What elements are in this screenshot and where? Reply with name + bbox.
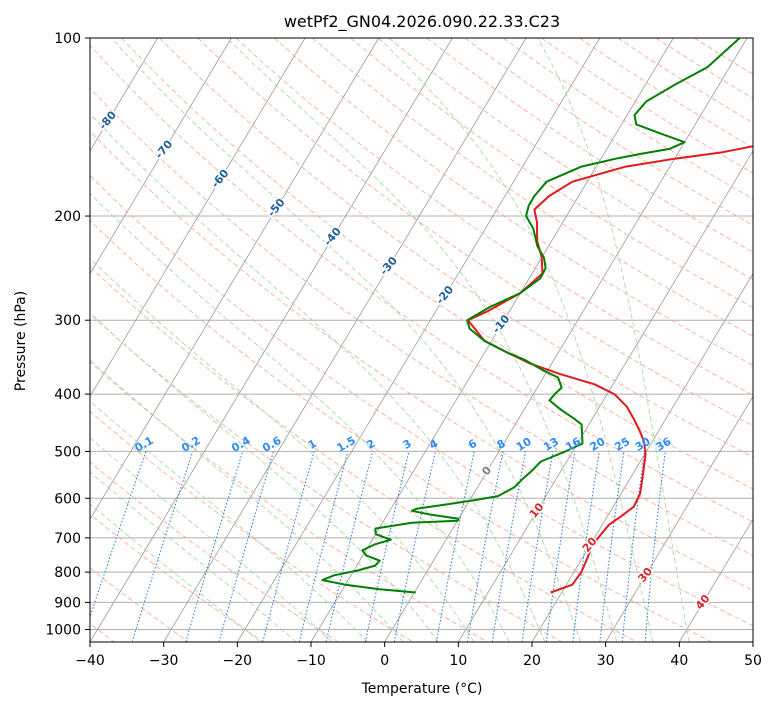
moist-adiabat-line (90, 113, 546, 642)
dry-adiabat-line (90, 266, 638, 642)
chart-title: wetPf2_GN04.2026.090.22.33.C23 (284, 12, 560, 32)
isotherm-line (163, 38, 527, 642)
x-tick-label: 30 (597, 653, 615, 669)
y-tick-label: 600 (54, 491, 81, 507)
moist-adiabat-line (226, 38, 618, 642)
x-tick-label: −30 (149, 653, 179, 669)
y-tick-label: 400 (54, 387, 81, 403)
isotherm-line (236, 38, 601, 642)
y-tick-label: 100 (54, 31, 81, 47)
x-axis-title: Temperature (°C) (361, 681, 483, 697)
moist-adiabat-line (90, 359, 404, 642)
x-tick-label: 40 (670, 653, 688, 669)
isotherm-line (678, 518, 753, 642)
dry-adiabat-line (121, 38, 753, 490)
mixing-ratio-line (393, 451, 436, 642)
dry-adiabat-line (90, 513, 264, 642)
x-tick-label: 20 (523, 653, 541, 669)
x-tick-label: −20 (223, 653, 253, 669)
x-tick-label: 10 (449, 653, 467, 669)
isotherm-line (90, 38, 380, 520)
isotherm-line (90, 38, 453, 642)
dry-adiabat-line (90, 220, 712, 642)
isotherm-line (605, 395, 753, 642)
x-axis: −40 −30 −20 −10 0 10 20 30 40 50 (75, 642, 762, 669)
isotherm-line (90, 38, 159, 152)
y-tick-label: 800 (54, 565, 81, 581)
dry-adiabat-line (90, 361, 488, 642)
dry-adiabat-line (90, 175, 753, 627)
x-tick-label: 50 (744, 653, 762, 669)
dry-adiabat-line (90, 87, 753, 557)
mixing-ratio-line (599, 451, 625, 642)
dry-adiabat-line (90, 44, 753, 523)
y-tick-label: 700 (54, 531, 81, 547)
isotherm-line (90, 38, 232, 275)
moist-adiabat-line (90, 192, 510, 642)
mixing-ratio-line (218, 451, 274, 642)
dry-adiabat-line (350, 38, 753, 309)
isotherm-line (531, 272, 753, 642)
x-tick-label: −10 (296, 653, 326, 669)
dry-adiabat-line (159, 38, 753, 458)
dry-adiabat-line (90, 461, 339, 642)
mixing-ratio-line (644, 451, 666, 642)
isotherm-line (90, 38, 306, 398)
mixing-ratio-line (364, 451, 410, 642)
moist-adiabat-line (378, 38, 654, 642)
moist-adiabat-line (90, 471, 297, 642)
dry-adiabat-line (90, 567, 190, 642)
y-tick-label: 500 (54, 444, 81, 460)
moist-adiabat-line (90, 258, 475, 642)
dry-adiabat-line (235, 38, 753, 396)
mixing-ratio-line (131, 451, 194, 642)
moist-adiabat-line (90, 312, 439, 642)
mixing-ratio-line (262, 451, 315, 642)
moist-adiabat-line (90, 503, 261, 642)
mixing-ratio-line (325, 451, 374, 642)
isotherm-line (310, 38, 674, 642)
moist-adiabat-line (90, 437, 333, 642)
temperature-profile-line (467, 145, 753, 594)
isotherm-line (457, 150, 753, 642)
y-tick-label: 900 (54, 595, 81, 611)
moist-adiabat-line (90, 400, 368, 642)
x-tick-label: 0 (380, 653, 389, 669)
mixing-ratio-line (185, 451, 244, 642)
dry-adiabat-line (197, 38, 753, 427)
y-tick-label: 200 (54, 209, 81, 225)
dewpoint-profile-line (321, 38, 741, 594)
dry-adiabat-line (90, 313, 563, 642)
plot-frame (89, 37, 754, 643)
y-tick-label: 300 (54, 313, 81, 329)
dry-adiabat-line (273, 38, 753, 366)
isotherm-line (384, 38, 748, 642)
x-tick-label: −40 (75, 653, 105, 669)
y-axis-title: Pressure (hPa) (13, 291, 29, 391)
mixing-ratio-line (90, 451, 147, 619)
y-tick-label: 1000 (45, 622, 81, 638)
y-axis: 100 200 300 400 500 600 700 800 900 1000 (45, 31, 90, 638)
dry-adiabat-line (90, 410, 414, 642)
